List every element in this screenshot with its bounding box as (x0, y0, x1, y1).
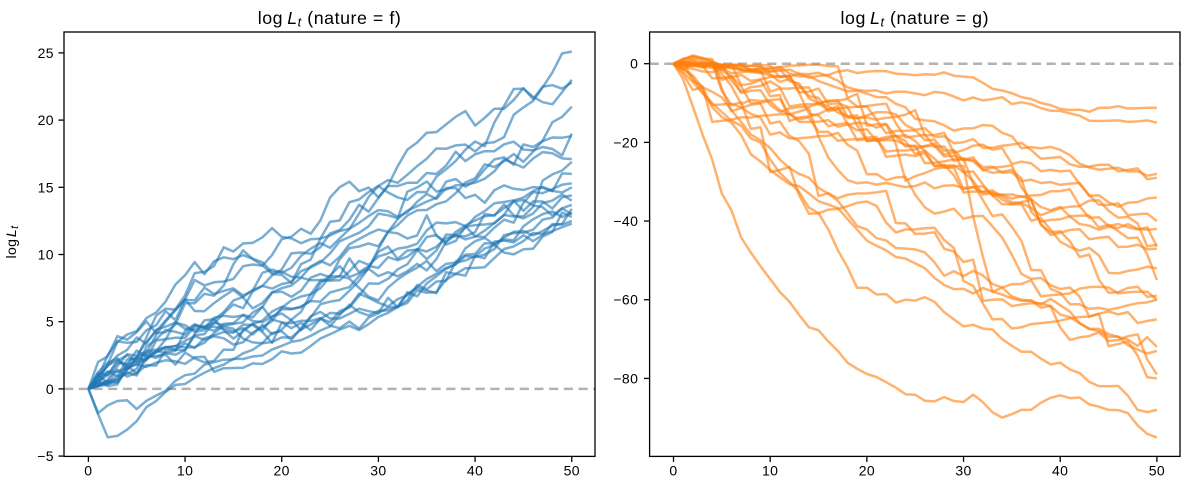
svg-text:log Lt (nature = f): log Lt (nature = f) (258, 8, 402, 30)
svg-text:−60: −60 (613, 292, 638, 308)
svg-text:0: 0 (630, 56, 638, 72)
svg-text:0: 0 (46, 381, 54, 397)
svg-text:0: 0 (669, 463, 677, 479)
svg-text:15: 15 (38, 179, 54, 195)
svg-text:50: 50 (564, 463, 580, 479)
svg-text:20: 20 (274, 463, 290, 479)
svg-text:40: 40 (467, 463, 483, 479)
svg-text:20: 20 (859, 463, 875, 479)
svg-text:−20: −20 (613, 134, 638, 150)
svg-text:10: 10 (762, 463, 778, 479)
svg-text:−40: −40 (613, 213, 638, 229)
svg-text:log Lt (nature = g): log Lt (nature = g) (841, 8, 990, 30)
svg-text:5: 5 (46, 314, 54, 330)
svg-text:50: 50 (1149, 463, 1165, 479)
svg-text:10: 10 (38, 247, 54, 263)
svg-text:40: 40 (1052, 463, 1068, 479)
svg-text:30: 30 (370, 463, 386, 479)
svg-text:20: 20 (38, 112, 54, 128)
svg-text:10: 10 (177, 463, 193, 479)
svg-text:−80: −80 (613, 370, 638, 386)
svg-text:30: 30 (955, 463, 971, 479)
svg-text:−5: −5 (37, 448, 54, 464)
svg-text:25: 25 (38, 45, 54, 61)
svg-text:0: 0 (84, 463, 92, 479)
svg-text:log Lt: log Lt (3, 225, 21, 259)
